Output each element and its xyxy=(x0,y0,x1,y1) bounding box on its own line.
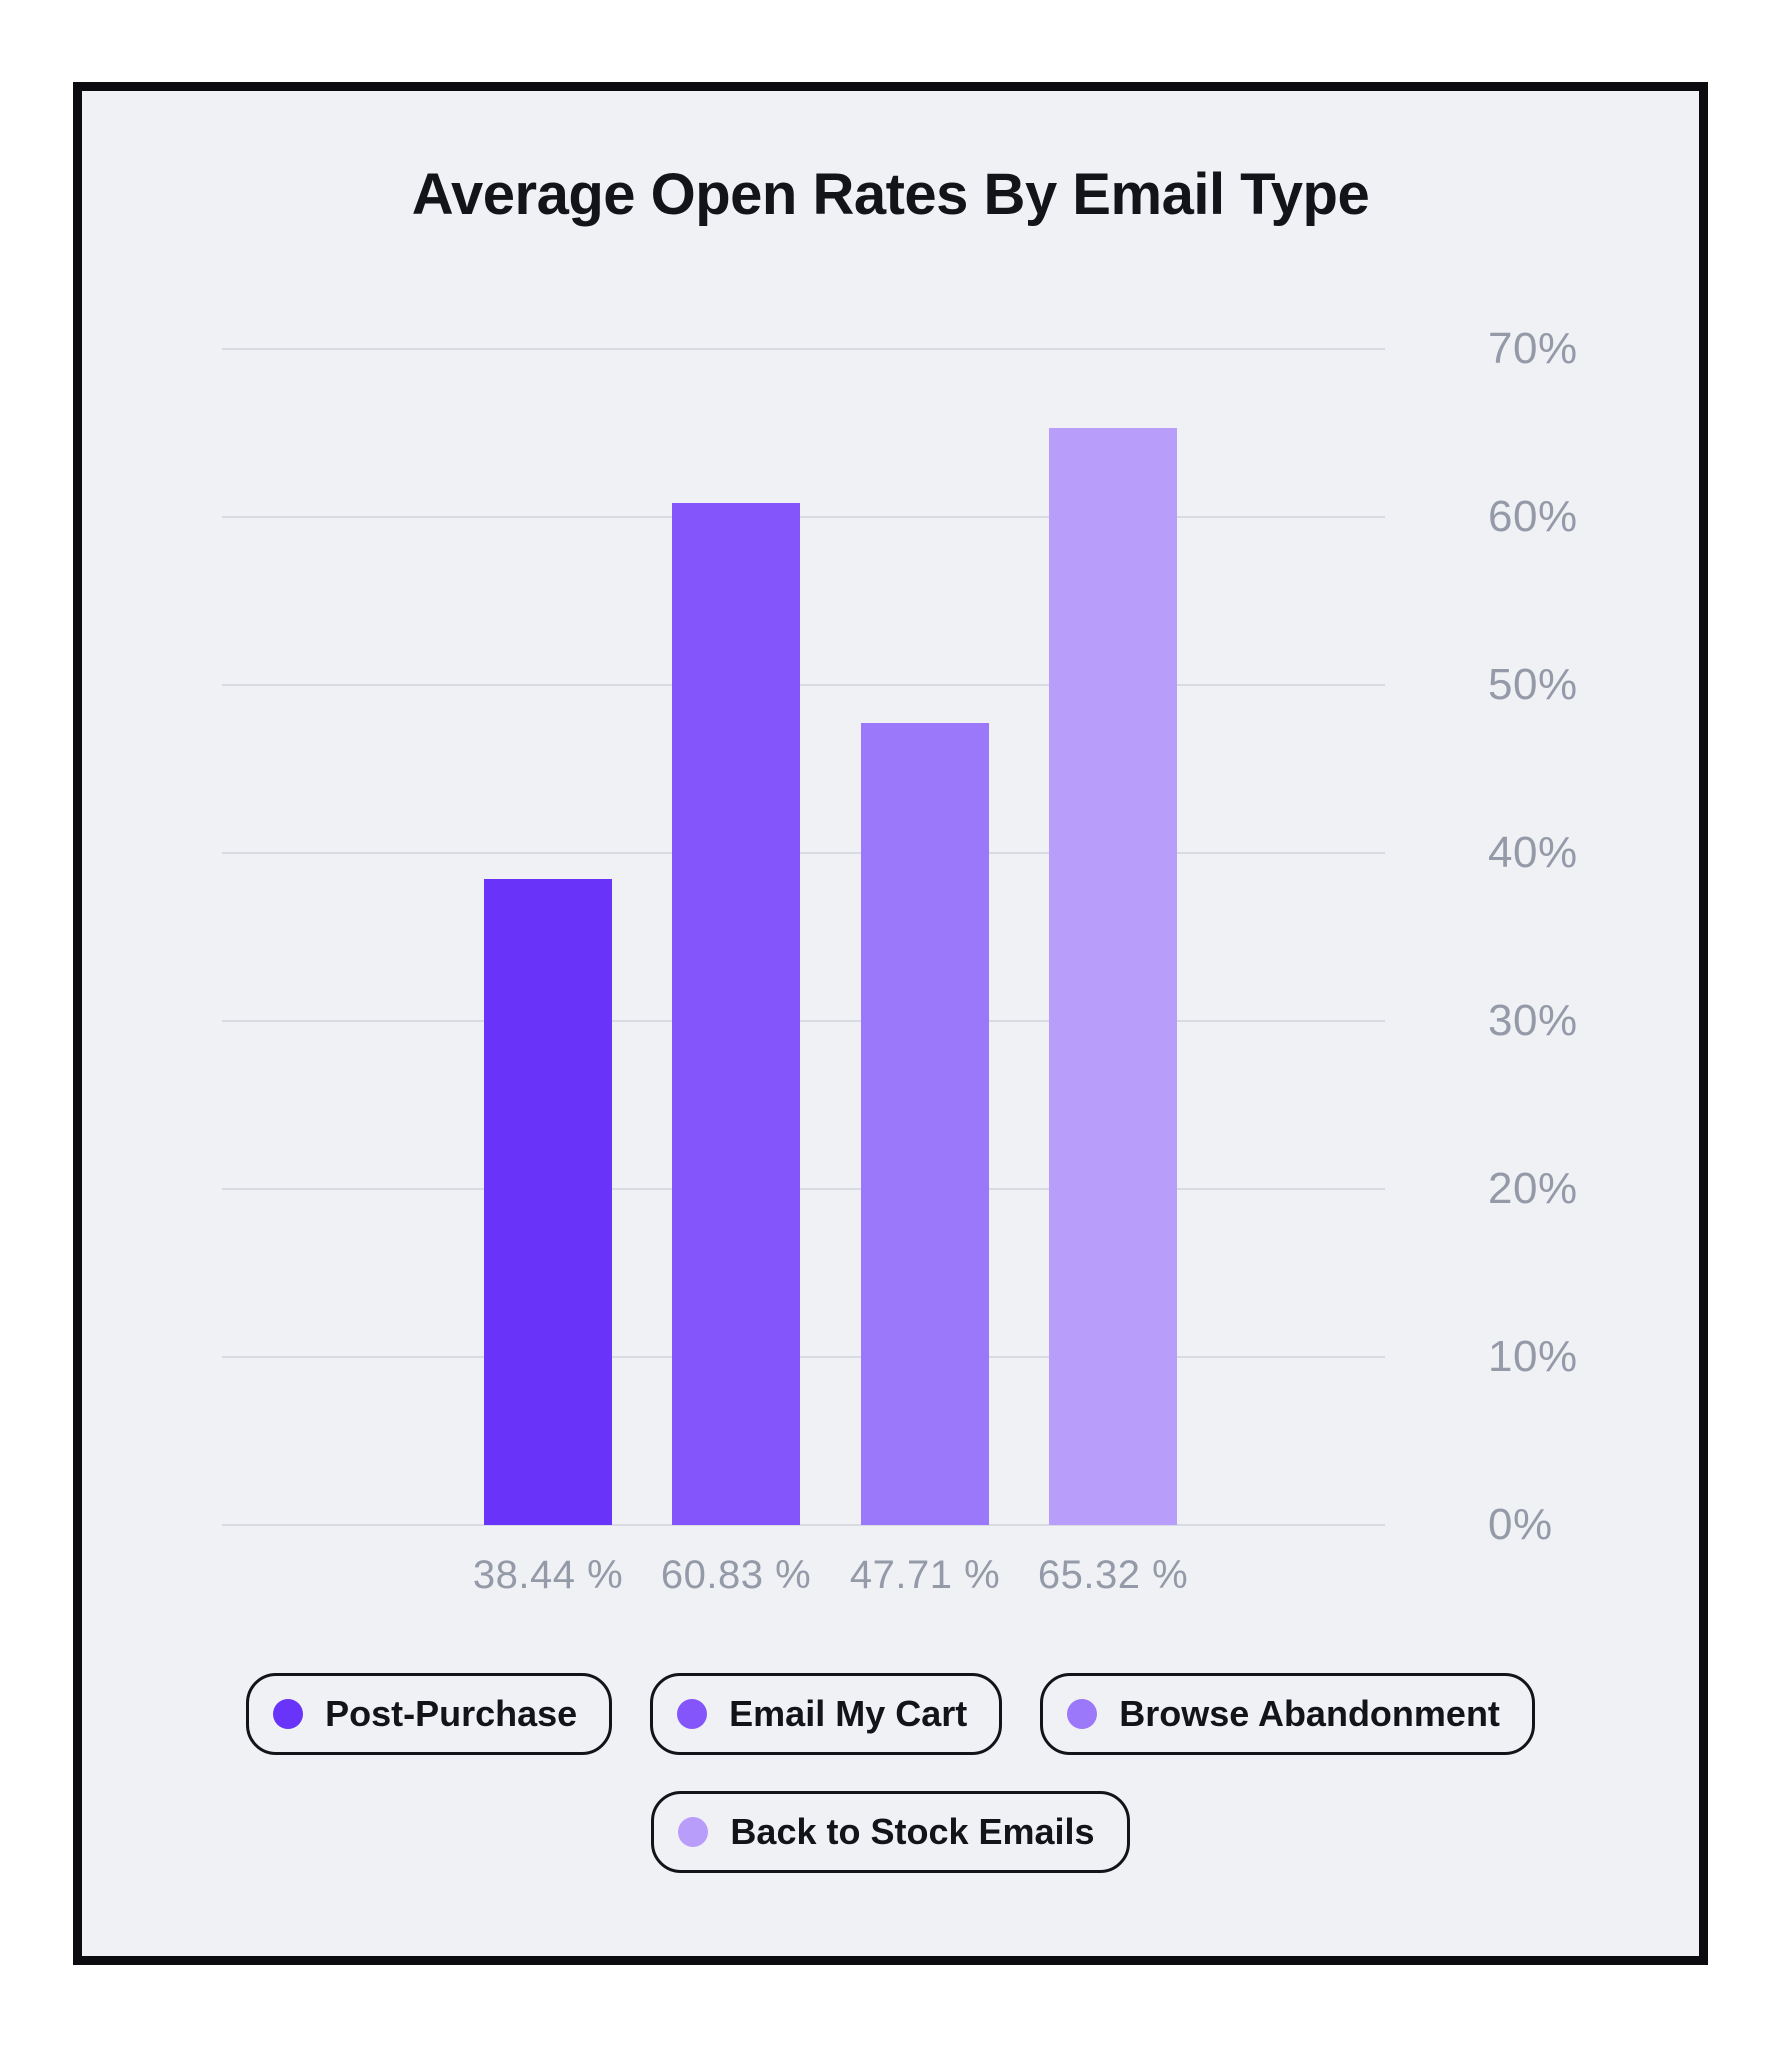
y-axis-label-50%: 50% xyxy=(1488,660,1578,709)
y-axis-label-60%: 60% xyxy=(1488,492,1578,541)
chart-card: Average Open Rates By Email Type 38.44 %… xyxy=(73,82,1708,1965)
plot-area: 38.44 % 60.83 % 47.71 % 65.32 % xyxy=(222,348,1385,1597)
legend-dot-icon xyxy=(678,1817,709,1847)
legend-dot-icon xyxy=(273,1699,304,1729)
gridline-50% xyxy=(222,684,1385,686)
legend-dot-icon xyxy=(1067,1699,1098,1729)
legend-row-2: Back to Stock Emails xyxy=(82,1791,1699,1873)
y-axis: 0% 10% 20% 30% 40% 50% 60% 70% xyxy=(1488,324,1688,1549)
gridline-20% xyxy=(222,1188,1385,1190)
legend-item-label: Email My Cart xyxy=(729,1693,968,1734)
bar-browse-abandonment xyxy=(861,723,989,1525)
bar-post-purchase xyxy=(484,879,612,1525)
legend-item-back-to-stock-emails: Back to Stock Emails xyxy=(651,1791,1130,1873)
legend-item-post-purchase: Post-Purchase xyxy=(246,1673,613,1755)
bar-back-to-stock-emails xyxy=(1049,428,1177,1525)
y-axis-label-20%: 20% xyxy=(1488,1164,1578,1213)
bar-value-label-email-my-cart: 60.83 % xyxy=(660,1553,812,1597)
y-axis-label-70%: 70% xyxy=(1488,324,1578,373)
gridline-40% xyxy=(222,852,1385,854)
bar-value-label-back-to-stock-emails: 65.32 % xyxy=(1037,1553,1189,1597)
bar-email-my-cart xyxy=(672,503,800,1525)
y-axis-label-30%: 30% xyxy=(1488,996,1578,1045)
y-axis-label-0%: 0% xyxy=(1488,1500,1553,1549)
legend-dot-icon xyxy=(677,1699,708,1729)
gridline-30% xyxy=(222,1020,1385,1022)
y-axis-label-40%: 40% xyxy=(1488,828,1578,877)
legend-item-label: Browse Abandonment xyxy=(1119,1693,1500,1734)
legend-item-email-my-cart: Email My Cart xyxy=(650,1673,1003,1755)
gridline-70% xyxy=(222,348,1385,350)
legend-item-browse-abandonment: Browse Abandonment xyxy=(1040,1673,1535,1755)
gridline-0% xyxy=(222,1524,1385,1526)
gridline-10% xyxy=(222,1356,1385,1358)
bar-value-label-post-purchase: 38.44 % xyxy=(472,1553,624,1597)
bar-value-label-browse-abandonment: 47.71 % xyxy=(849,1553,1001,1597)
gridline-60% xyxy=(222,516,1385,518)
chart-title: Average Open Rates By Email Type xyxy=(411,162,1370,227)
legend-row-1: Post-Purchase Email My Cart Browse Abandon… xyxy=(82,1673,1699,1755)
legend-item-label: Back to Stock Emails xyxy=(730,1811,1095,1852)
y-axis-label-10%: 10% xyxy=(1488,1332,1578,1381)
legend-item-label: Post-Purchase xyxy=(325,1693,578,1734)
